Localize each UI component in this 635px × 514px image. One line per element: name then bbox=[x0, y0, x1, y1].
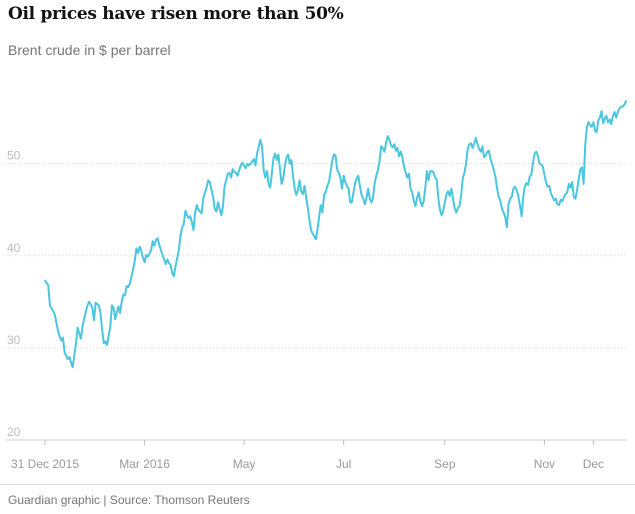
x-tick-label: Jul bbox=[336, 457, 351, 471]
series-line-brent-crude bbox=[44, 100, 627, 369]
source-credit: Guardian graphic | Source: Thomson Reute… bbox=[8, 493, 250, 507]
x-tick-label: May bbox=[233, 457, 256, 471]
series-group bbox=[44, 100, 627, 369]
chart-subtitle: Brent crude in $ per barrel bbox=[8, 42, 171, 58]
x-axis: 31 Dec 2015 Mar 2016 May Jul Sep Nov Dec bbox=[11, 440, 604, 471]
x-tick-label: Mar 2016 bbox=[119, 457, 170, 471]
footer-divider bbox=[0, 484, 635, 485]
y-tick-label: 20 bbox=[7, 425, 21, 439]
x-tick-label: Dec bbox=[583, 457, 604, 471]
y-tick-label: 40 bbox=[7, 241, 21, 255]
x-tick-label: 31 Dec 2015 bbox=[11, 457, 79, 471]
y-tick-label: 50 bbox=[7, 149, 21, 163]
y-tick-label: 30 bbox=[7, 333, 21, 347]
line-chart: 20 30 40 50 31 Dec 2015 Mar 2016 May Jul Sep Nov… bbox=[6, 100, 627, 471]
chart-title: Oil prices have risen more than 50% bbox=[8, 4, 344, 24]
x-tick-label: Nov bbox=[534, 457, 555, 471]
gridlines: 20 30 40 50 bbox=[6, 149, 627, 441]
x-tick-label: Sep bbox=[434, 457, 456, 471]
